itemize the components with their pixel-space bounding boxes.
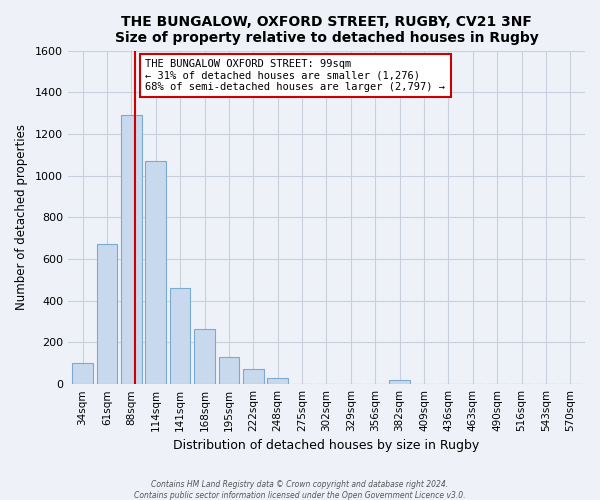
X-axis label: Distribution of detached houses by size in Rugby: Distribution of detached houses by size … xyxy=(173,440,479,452)
Title: THE BUNGALOW, OXFORD STREET, RUGBY, CV21 3NF
Size of property relative to detach: THE BUNGALOW, OXFORD STREET, RUGBY, CV21… xyxy=(115,15,538,45)
Bar xyxy=(268,378,288,384)
Bar xyxy=(218,357,239,384)
Bar xyxy=(389,380,410,384)
Bar xyxy=(194,329,215,384)
Text: Contains HM Land Registry data © Crown copyright and database right 2024.
Contai: Contains HM Land Registry data © Crown c… xyxy=(134,480,466,500)
Bar xyxy=(121,115,142,384)
Bar xyxy=(72,364,93,384)
Bar xyxy=(97,244,118,384)
Bar xyxy=(170,288,190,384)
Bar xyxy=(145,161,166,384)
Text: THE BUNGALOW OXFORD STREET: 99sqm
← 31% of detached houses are smaller (1,276)
6: THE BUNGALOW OXFORD STREET: 99sqm ← 31% … xyxy=(145,59,445,92)
Y-axis label: Number of detached properties: Number of detached properties xyxy=(15,124,28,310)
Bar xyxy=(243,368,263,384)
